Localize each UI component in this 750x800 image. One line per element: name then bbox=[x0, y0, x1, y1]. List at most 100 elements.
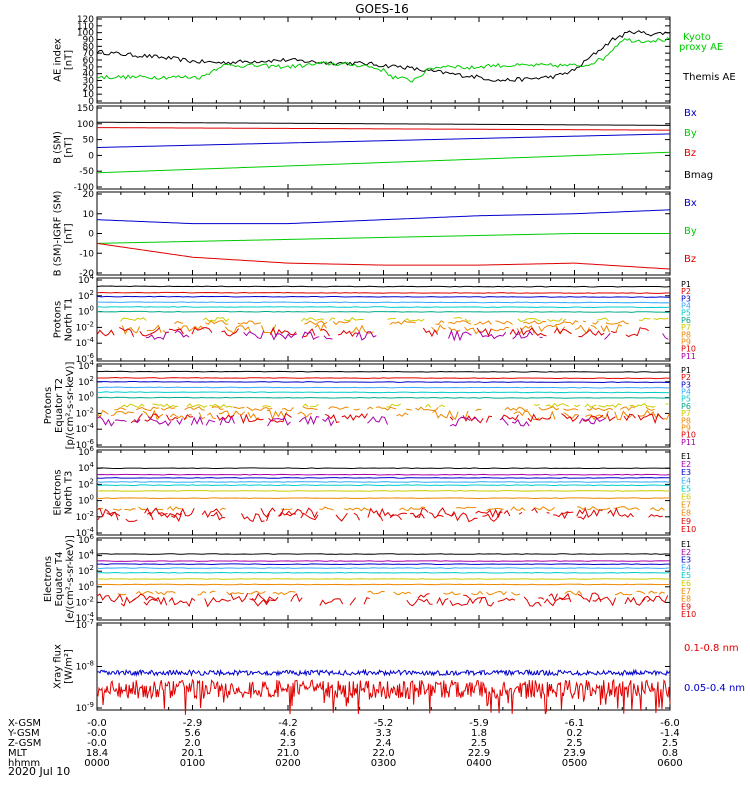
x-row-value: -2.9 bbox=[183, 718, 203, 729]
flux-line bbox=[363, 597, 370, 605]
series-line-bmag bbox=[96, 121, 671, 126]
flux-line bbox=[272, 590, 296, 595]
series-line-bz bbox=[96, 127, 671, 131]
legend-p1: P1 bbox=[681, 366, 691, 375]
y-axis-label: B (SM) bbox=[53, 131, 64, 164]
y-axis-label: [nT] bbox=[64, 50, 75, 70]
legend-e6: E6 bbox=[681, 493, 691, 502]
panel-frame bbox=[96, 622, 671, 711]
flux-line bbox=[341, 413, 368, 421]
legend-e1: E1 bbox=[681, 540, 691, 549]
flux-line bbox=[619, 406, 635, 411]
y-tick-label: 104 bbox=[78, 461, 94, 474]
y-axis-label: North T1 bbox=[64, 298, 75, 342]
flux-line bbox=[146, 324, 162, 333]
flux-line bbox=[518, 511, 523, 515]
x-row-value: 1.8 bbox=[471, 728, 487, 739]
x-row-value: -6.0 bbox=[660, 718, 680, 729]
legend-e3: E3 bbox=[681, 556, 691, 565]
flux-line bbox=[463, 594, 470, 599]
y-tick-label: 100 bbox=[78, 580, 94, 593]
flux-line bbox=[478, 596, 495, 607]
legend-p4: P4 bbox=[681, 302, 691, 311]
legend-p3: P3 bbox=[681, 294, 691, 303]
flux-line bbox=[543, 597, 571, 607]
flux-line bbox=[435, 320, 445, 326]
flux-line bbox=[147, 416, 172, 427]
flux-line bbox=[561, 413, 580, 422]
flux-line bbox=[230, 592, 249, 603]
legend-p5: P5 bbox=[681, 309, 691, 318]
flux-line bbox=[533, 403, 540, 406]
x-axis-table: X-GSM -0.0 -2.9 -4.2 -5.2 -5.9 -6.1 -6.0 Y-GSM -0… bbox=[7, 718, 683, 769]
flux-line bbox=[96, 370, 671, 373]
x-row-label: Y-GSM bbox=[7, 728, 40, 739]
flux-line bbox=[96, 295, 671, 298]
panel-frame bbox=[96, 105, 671, 190]
flux-line bbox=[96, 285, 671, 288]
x-row-value: 22.0 bbox=[372, 748, 394, 759]
legend-kyoto: Kyoto bbox=[683, 32, 711, 43]
panel-3: 20 10 0 -10 -20 B (SM)-IGRF (SM) [nT] Bx By Bz bbox=[53, 190, 697, 279]
flux-line bbox=[527, 413, 552, 423]
flux-line bbox=[96, 310, 671, 313]
flux-line bbox=[476, 327, 492, 337]
flux-line bbox=[136, 406, 160, 412]
flux-line bbox=[576, 507, 603, 518]
flux-line bbox=[413, 507, 429, 518]
y-tick-label: -20 bbox=[79, 269, 94, 279]
flux-line bbox=[155, 590, 176, 596]
date-label: 2020 Jul 10 bbox=[8, 765, 70, 778]
flux-line bbox=[606, 413, 616, 422]
flux-line bbox=[96, 553, 671, 555]
legend-bmag: Bmag bbox=[684, 170, 713, 181]
x-row-value: -5.9 bbox=[469, 718, 489, 729]
flux-line bbox=[96, 571, 671, 574]
flux-line bbox=[531, 507, 538, 514]
panel-frame bbox=[96, 16, 671, 104]
y-tick-label: 10-2 bbox=[76, 510, 94, 523]
flux-line bbox=[96, 497, 671, 499]
y-tick-label: 102 bbox=[78, 477, 94, 490]
flux-line bbox=[648, 514, 664, 518]
flux-line bbox=[510, 506, 526, 512]
flux-line bbox=[367, 590, 385, 595]
flux-line bbox=[613, 506, 640, 511]
flux-line bbox=[96, 391, 671, 394]
flux-line bbox=[143, 596, 168, 606]
y-tick-label: 10-2 bbox=[76, 595, 94, 608]
flux-line bbox=[586, 406, 613, 412]
flux-line bbox=[629, 402, 656, 408]
legend-e5: E5 bbox=[681, 484, 691, 493]
x-row-value: 23.9 bbox=[563, 748, 585, 759]
flux-line bbox=[205, 419, 216, 426]
flux-line bbox=[538, 597, 545, 600]
flux-line bbox=[96, 329, 115, 337]
y-axis-label: Protons bbox=[53, 301, 64, 338]
flux-line bbox=[121, 325, 140, 335]
legend-bz: Bz bbox=[684, 254, 696, 265]
flux-line bbox=[241, 513, 265, 523]
y-tick-label: 10-8 bbox=[76, 660, 94, 673]
y-axis-label: Equator T4 bbox=[54, 552, 65, 607]
flux-line bbox=[523, 320, 547, 325]
flux-line bbox=[285, 508, 304, 516]
flux-line bbox=[247, 411, 260, 420]
flux-line bbox=[297, 411, 313, 418]
legend-p10: P10 bbox=[681, 431, 696, 440]
x-row-value: 2.5 bbox=[662, 738, 678, 749]
flux-line bbox=[290, 593, 303, 603]
legend-p11: P11 bbox=[681, 438, 696, 447]
flux-line bbox=[475, 408, 482, 411]
flux-line bbox=[555, 320, 579, 326]
flux-line bbox=[417, 593, 430, 599]
x-row-value: 20.1 bbox=[181, 748, 203, 759]
flux-line bbox=[353, 408, 360, 411]
flux-line bbox=[246, 406, 273, 412]
flux-line bbox=[96, 481, 671, 483]
flux-line bbox=[662, 333, 669, 340]
flux-line bbox=[114, 419, 127, 422]
flux-line bbox=[96, 396, 671, 399]
flux-line bbox=[303, 406, 318, 410]
flux-line bbox=[449, 416, 454, 421]
